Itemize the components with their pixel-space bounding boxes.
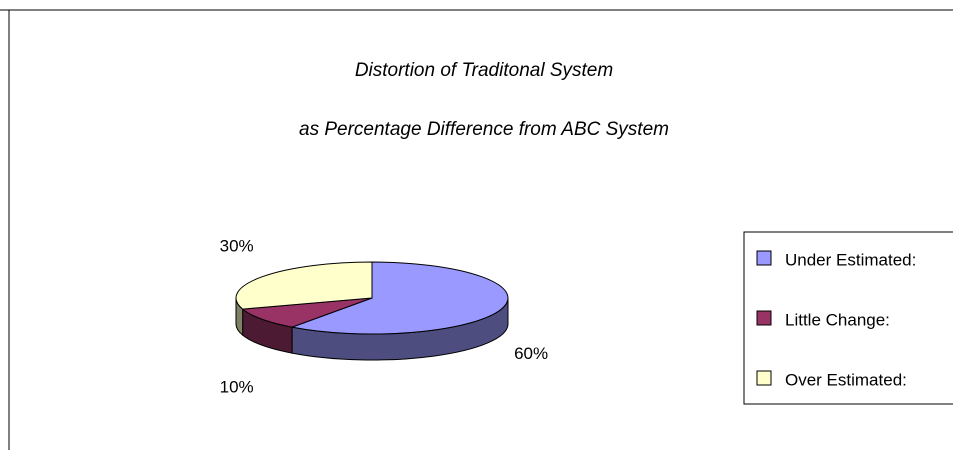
legend-label: Over Estimated: <box>785 370 907 389</box>
legend-swatch <box>756 310 772 326</box>
slice <box>290 261 509 335</box>
legend-label: Little Change: <box>785 310 890 329</box>
legend-label: Under Estimated: <box>785 250 916 269</box>
legend-box <box>743 231 953 405</box>
value-label: 10% <box>220 377 254 396</box>
legend-swatch <box>756 370 772 386</box>
value-label: 30% <box>220 237 254 256</box>
chart-title: Distortion of Traditonal System <box>355 60 613 81</box>
value-label: 60% <box>514 344 548 363</box>
chart-subtitle: as Percentage Difference from ABC System <box>299 119 669 140</box>
legend-swatch <box>756 250 772 266</box>
slice <box>235 261 373 310</box>
